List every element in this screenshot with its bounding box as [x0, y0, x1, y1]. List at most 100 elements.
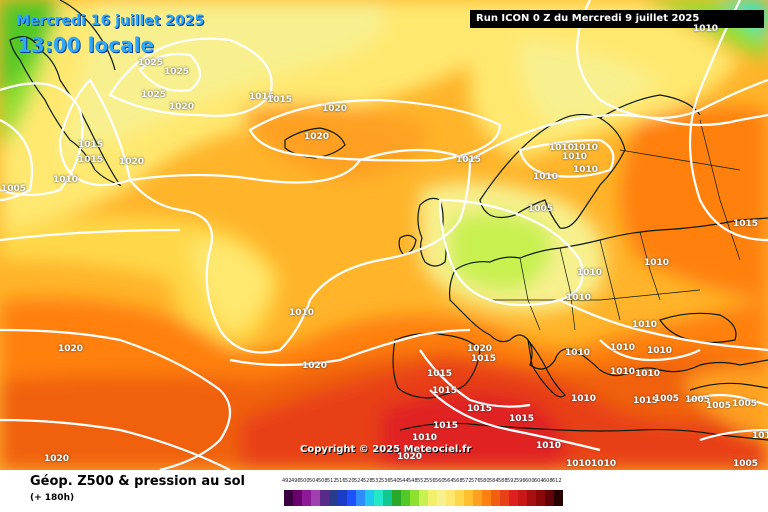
pressure-label: 1010	[549, 143, 575, 153]
legend-swatch	[446, 490, 455, 506]
legend-swatch	[302, 490, 311, 506]
legend-swatch	[347, 490, 356, 506]
forecast-date: Mercredi 16 juillet 2025	[16, 13, 205, 29]
legend-label: 532	[372, 478, 382, 484]
isobars	[0, 0, 768, 470]
pressure-label: 1015	[427, 369, 453, 379]
legend-swatch	[365, 490, 374, 506]
run-info: Run ICON 0 Z du Mercredi 9 juillet 2025	[470, 10, 764, 28]
legend-swatch	[356, 490, 365, 506]
legend-label: 516	[336, 478, 346, 484]
map-title: Géop. Z500 & pression au sol	[30, 474, 245, 489]
legend-swatch	[518, 490, 527, 506]
pressure-label: 1005	[732, 399, 758, 409]
pressure-label: 1010	[644, 258, 670, 268]
legend-label: 596	[516, 478, 526, 484]
pressure-label: 1020	[322, 104, 348, 114]
pressure-label: 1015	[78, 140, 104, 150]
legend-swatch	[338, 490, 347, 506]
pressure-label: 1020	[397, 452, 423, 462]
legend-swatch	[455, 490, 464, 506]
legend-label: 572	[462, 478, 472, 484]
legend-label: 540	[390, 478, 400, 484]
legend-swatch	[284, 490, 293, 506]
legend-label: 512	[327, 478, 337, 484]
pressure-label: 1010	[565, 348, 591, 358]
pressure-label: 10101010	[566, 459, 617, 469]
pressure-label: 1015	[633, 396, 659, 406]
pressure-label: 1005	[528, 204, 554, 214]
legend-label: 544	[399, 478, 409, 484]
pressure-label: 1015	[432, 386, 458, 396]
pressure-label: 1005	[733, 459, 759, 469]
pressure-label: 1020	[169, 102, 195, 112]
pressure-label: 1015	[456, 155, 482, 165]
legend-label: 580	[480, 478, 490, 484]
legend-swatch	[293, 490, 302, 506]
pressure-label: 1005	[654, 394, 680, 404]
pressure-label: 1010	[53, 175, 79, 185]
pressure-label: 1010	[533, 172, 559, 182]
legend-label: 600	[525, 478, 535, 484]
color-legend	[284, 490, 752, 506]
weather-map	[0, 0, 768, 470]
pressure-label: 1010	[562, 152, 588, 162]
pressure-label: 1025	[164, 67, 190, 77]
forecast-time: 13:00 locale	[17, 33, 154, 57]
legend-label: 612	[552, 478, 562, 484]
pressure-label: 1010	[536, 441, 562, 451]
pressure-label: 1010	[577, 268, 603, 278]
pressure-label: 1010	[573, 143, 599, 153]
pressure-label: 1015	[471, 354, 497, 364]
legend-label: 492	[282, 478, 292, 484]
pressure-label: 1020	[302, 361, 328, 371]
legend-label: 560	[435, 478, 445, 484]
pressure-label: 1010	[289, 308, 315, 318]
pressure-label: 1005	[685, 395, 711, 405]
legend-label: 536	[381, 478, 391, 484]
legend-label: 508	[318, 478, 328, 484]
legend-label: 608	[543, 478, 553, 484]
legend-swatch	[527, 490, 536, 506]
legend-swatch	[464, 490, 473, 506]
pressure-label: 1015	[267, 95, 293, 105]
pressure-label: 1010	[635, 369, 661, 379]
pressure-label: 1015	[509, 414, 535, 424]
pressure-label: 1015	[78, 155, 104, 165]
legend-swatch	[401, 490, 410, 506]
legend-label: 524	[354, 478, 364, 484]
legend-label: 552	[417, 478, 427, 484]
legend-swatch	[536, 490, 545, 506]
pressure-label: 1005	[1, 184, 27, 194]
legend-swatch	[473, 490, 482, 506]
pressure-label: 1020	[58, 344, 84, 354]
pressure-label: 1015	[467, 404, 493, 414]
legend-label: 496	[291, 478, 301, 484]
legend-swatch	[482, 490, 491, 506]
legend-swatch	[329, 490, 338, 506]
legend-swatch	[545, 490, 554, 506]
z500-field	[0, 0, 768, 470]
pressure-label: 1020	[44, 454, 70, 464]
pressure-label: 1015	[249, 92, 275, 102]
pressure-label: 1025	[141, 90, 167, 100]
legend-swatch	[383, 490, 392, 506]
legend-swatch	[491, 490, 500, 506]
pressure-label: 1010	[610, 343, 636, 353]
legend-swatch	[392, 490, 401, 506]
legend-label: 504	[309, 478, 319, 484]
pressure-label: 1010	[412, 433, 438, 443]
pressure-label: 1020	[467, 344, 493, 354]
pressure-label: 1010	[571, 394, 597, 404]
pressure-label: 1005	[706, 401, 732, 411]
legend-swatch	[437, 490, 446, 506]
legend-swatch	[554, 490, 563, 506]
legend-label: 584	[489, 478, 499, 484]
pressure-label: 1010	[632, 320, 658, 330]
legend-swatch	[509, 490, 518, 506]
legend-swatch	[419, 490, 428, 506]
forecast-range: (+ 180h)	[30, 493, 75, 503]
legend-label: 604	[534, 478, 544, 484]
legend-swatch	[500, 490, 509, 506]
pressure-label: 1015	[433, 421, 459, 431]
